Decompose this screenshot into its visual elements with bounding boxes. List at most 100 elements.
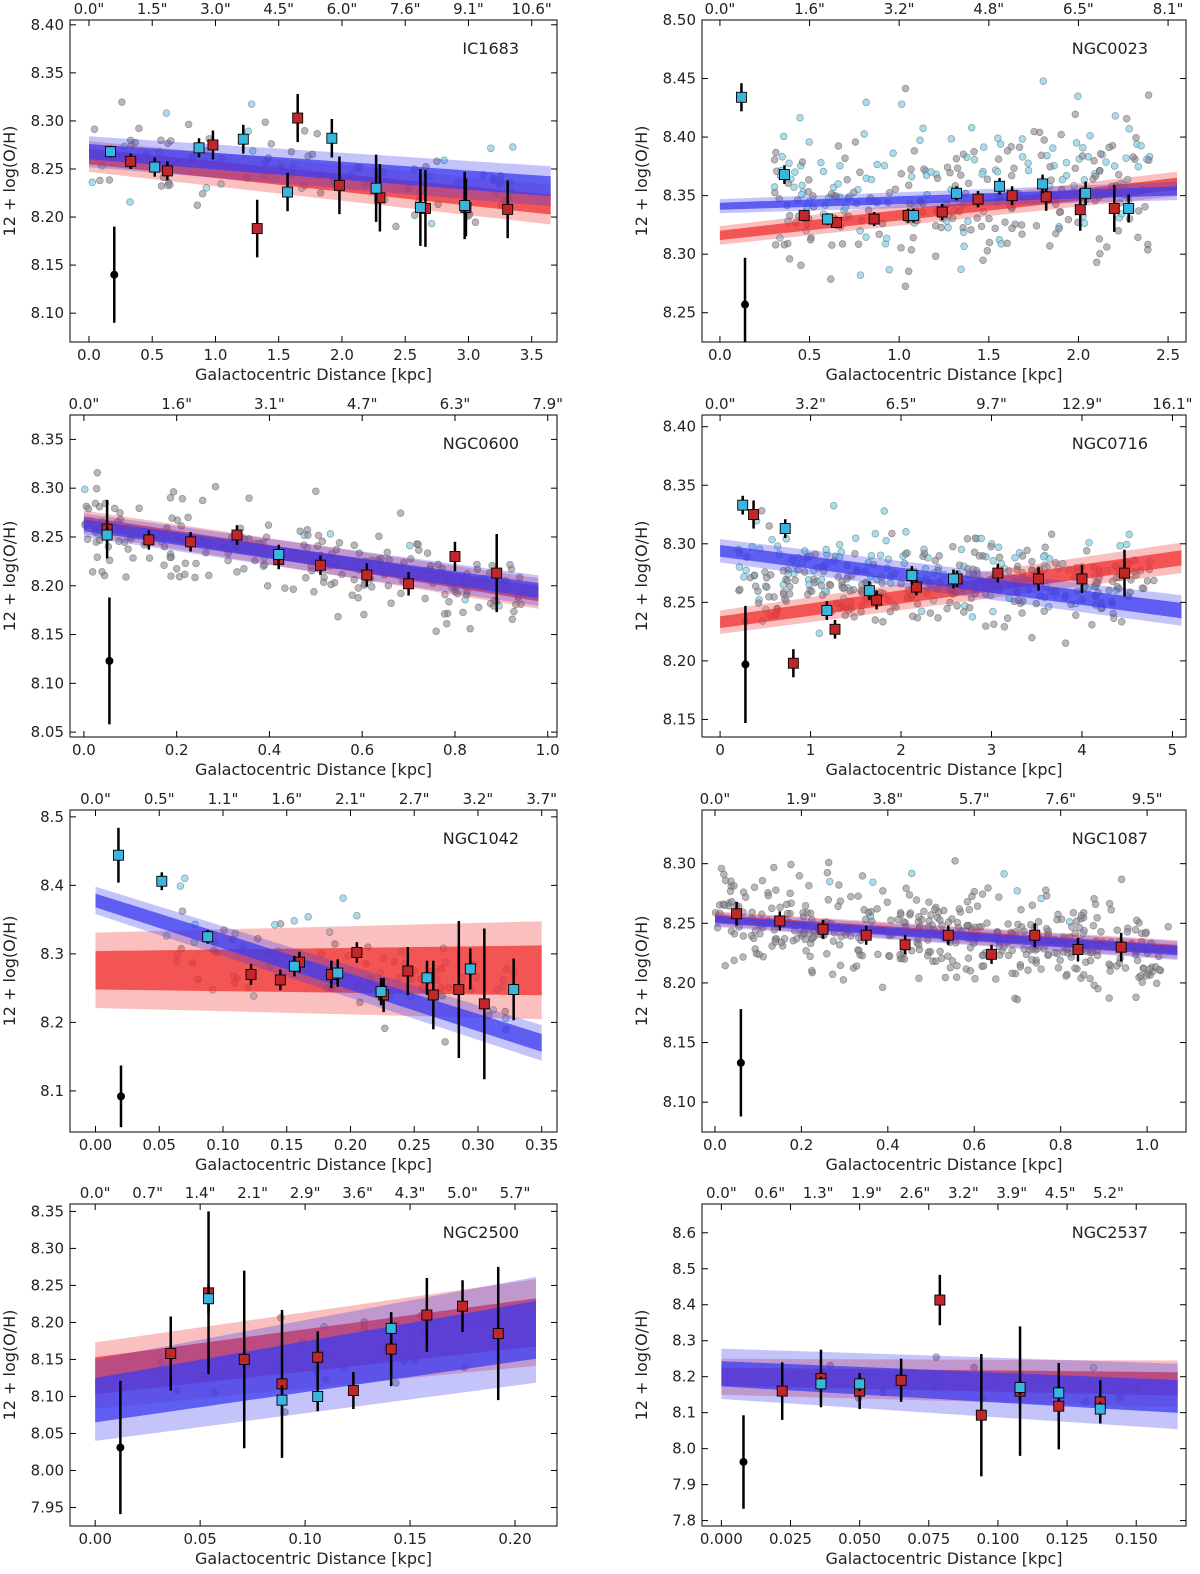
pixel-point-gray <box>971 974 979 983</box>
plot-area <box>711 857 1178 1117</box>
bin-point-red <box>1108 203 1120 214</box>
pixel-point-cyan <box>1122 154 1130 162</box>
pixel-point-gray <box>878 579 886 587</box>
axes-frame <box>701 414 1187 738</box>
pixel-point-gray <box>923 951 932 960</box>
pixel-point-gray <box>851 138 860 146</box>
pixel-point-gray <box>1090 157 1098 165</box>
pixel-point-gray <box>381 1024 389 1033</box>
pixel-point-gray <box>795 872 804 880</box>
top-tick-label: 1.6" <box>161 395 192 413</box>
top-tick-label: 1.3" <box>803 1184 834 1202</box>
x-tick-label: 3.0 <box>457 346 481 364</box>
pixel-point-gray <box>116 509 124 517</box>
pixel-point-gray <box>1008 224 1016 233</box>
y-axis-title: 12 + log(O/H) <box>0 916 19 1027</box>
bin-point-cyan <box>908 210 919 221</box>
pixel-point-gray <box>1092 579 1100 587</box>
pixel-point-gray <box>901 550 910 558</box>
pixel-point-gray <box>764 891 773 900</box>
top-tick-label: 1.9" <box>786 790 817 808</box>
pixel-point-gray <box>727 927 736 935</box>
pixel-point-gray <box>800 568 809 576</box>
pixel-point-gray <box>970 548 979 556</box>
top-tick-label: 2.7" <box>399 790 430 808</box>
plot-area <box>81 469 539 725</box>
y-tick-label: 8.35 <box>663 476 696 494</box>
bin-point-red <box>942 929 954 941</box>
top-tick-label: 5.2" <box>1093 1184 1124 1202</box>
pixel-point-gray <box>466 624 474 633</box>
pixel-point-gray <box>160 561 168 569</box>
y-axis-title: 12 + log(O/H) <box>632 916 651 1027</box>
pixel-point-gray <box>1139 964 1148 973</box>
pixel-point-gray <box>829 937 838 945</box>
bin-point-cyan <box>821 605 833 616</box>
pixel-point-gray <box>770 156 779 164</box>
pixel-point-gray <box>1050 948 1059 957</box>
pixel-point-gray <box>726 887 735 895</box>
x-tick-label: 2.5 <box>393 346 417 364</box>
pixel-point-gray <box>765 593 773 601</box>
pixel-point-gray <box>396 509 405 517</box>
pixel-point-gray <box>1082 547 1091 555</box>
pixel-point-gray <box>178 907 187 915</box>
pixel-point-cyan <box>947 135 956 143</box>
pixel-point-gray <box>1028 633 1036 642</box>
pixel-point-cyan <box>957 545 966 554</box>
pixel-point-gray <box>960 608 968 616</box>
x-tick-label: 2 <box>896 741 906 759</box>
bin-point-red <box>231 529 243 541</box>
plot-area <box>720 495 1182 723</box>
pixel-point-gray <box>1004 951 1013 960</box>
pixel-point-gray <box>392 222 400 231</box>
pixel-point-gray <box>508 615 517 624</box>
x-axis-title: Galactocentric Distance [kpc] <box>825 1549 1062 1568</box>
pixel-point-gray <box>1115 584 1123 593</box>
bin-point-red <box>986 948 997 960</box>
fit-band-blue-inner <box>89 144 551 197</box>
y-tick-label: 8.30 <box>31 479 64 497</box>
bin-point-red <box>1072 944 1084 955</box>
pixel-point-gray <box>1144 91 1153 99</box>
x-tick-label: 0.10 <box>288 1530 321 1548</box>
bin-point-red <box>351 947 363 958</box>
pixel-point-gray <box>910 147 919 155</box>
pixel-point-gray <box>202 548 210 557</box>
pixel-point-gray <box>749 934 758 943</box>
pixel-point-cyan <box>989 607 997 616</box>
pixel-point-cyan <box>994 134 1002 142</box>
x-axis-title: Galactocentric Distance [kpc] <box>195 1155 432 1174</box>
pixel-point-gray <box>296 527 304 535</box>
pixel-point-gray <box>805 881 813 890</box>
x-tick-label: 0.15 <box>393 1530 426 1548</box>
pixel-point-gray <box>423 549 432 557</box>
pixel-point-gray <box>1122 114 1131 123</box>
panel-ngc0023: 0.0 0.5 1.0 1.5 2.0 2.5 0.0" 1.6" 3.2" 4.8" 6.5" 8.… <box>632 0 1187 384</box>
pixel-point-gray <box>122 573 130 581</box>
pixel-point-gray <box>1107 906 1115 914</box>
x-tick-label: 0.5 <box>798 346 822 364</box>
x-tick-label: 0.8 <box>1049 1136 1073 1154</box>
pixel-point-cyan <box>927 168 935 176</box>
top-tick-label: 10.6" <box>512 0 552 18</box>
pixel-point-gray <box>955 561 964 569</box>
x-axis-title: Galactocentric Distance [kpc] <box>195 365 432 384</box>
pixel-point-gray <box>915 913 923 921</box>
top-tick-label: 0.0" <box>705 0 736 18</box>
pixel-point-gray <box>771 241 780 249</box>
pixel-point-gray <box>896 951 904 959</box>
bin-point-red <box>402 965 414 977</box>
bin-point-red <box>312 1351 324 1363</box>
pixel-point-cyan <box>822 545 830 554</box>
x-tick-label: 0.20 <box>498 1530 531 1548</box>
pixel-point-gray <box>198 189 207 198</box>
pixel-point-gray <box>785 255 794 263</box>
bin-point-cyan <box>948 573 959 585</box>
top-tick-label: 4.5" <box>263 0 294 18</box>
pixel-point-gray <box>883 898 892 906</box>
pixel-point-gray <box>1072 917 1081 925</box>
top-tick-label: 0.0" <box>705 395 736 413</box>
bin-point-red <box>1119 567 1130 579</box>
pixel-point-gray <box>772 148 780 157</box>
